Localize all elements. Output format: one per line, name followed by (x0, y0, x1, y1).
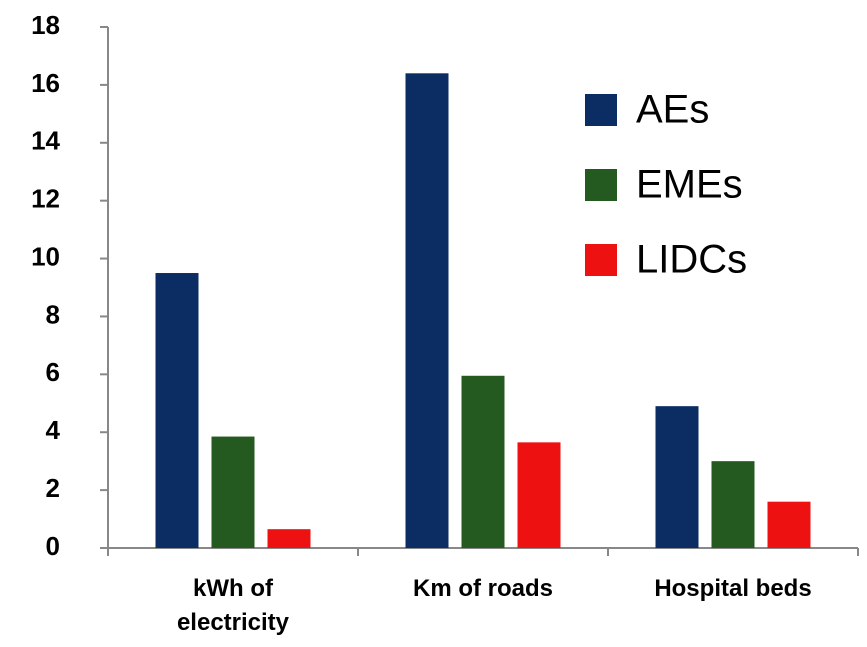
legend-swatch (585, 94, 617, 126)
bar (461, 375, 505, 548)
bar (711, 461, 755, 548)
y-tick-label: 10 (31, 241, 60, 271)
bar (267, 529, 311, 548)
legend-swatch (585, 169, 617, 201)
x-tick-label: Km of roads (412, 575, 553, 602)
bar (155, 273, 199, 548)
x-tick-label: kWh of electricity (176, 575, 290, 636)
y-tick-label: 14 (31, 126, 60, 156)
y-tick-label: 16 (31, 68, 60, 98)
y-tick-label: 18 (31, 10, 60, 40)
legend-label: EMEs (636, 163, 743, 207)
legend-swatch (585, 244, 617, 276)
y-tick-label: 8 (46, 299, 60, 329)
bar (517, 442, 561, 548)
x-tick-label: Hospital beds (654, 575, 812, 602)
legend-label: AEs (636, 88, 709, 132)
y-tick-label: 6 (46, 357, 60, 387)
y-tick-label: 2 (46, 473, 60, 503)
bar (767, 501, 811, 548)
y-tick-label: 12 (31, 184, 60, 214)
legend-label: LIDCs (636, 238, 747, 282)
y-tick-label: 0 (46, 531, 60, 561)
bar (405, 73, 449, 549)
y-tick-label: 4 (46, 415, 61, 445)
bar (655, 406, 699, 548)
bar (211, 436, 255, 548)
